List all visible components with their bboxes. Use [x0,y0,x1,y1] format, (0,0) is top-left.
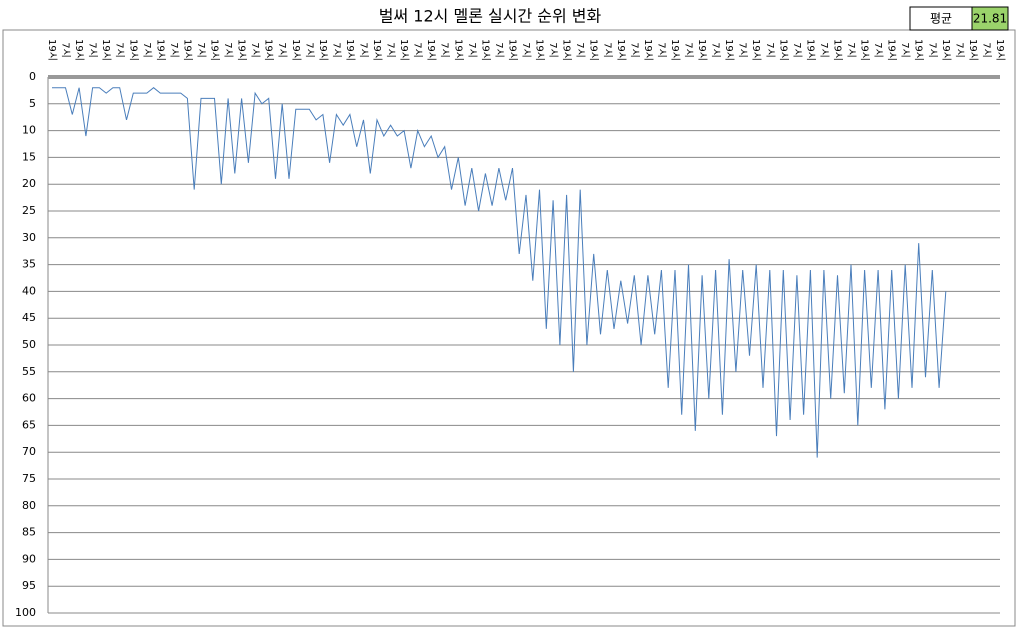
series-line [52,87,947,458]
x-tick-label: 19시 [994,39,1006,61]
x-tick-label: 7시 [845,42,857,58]
x-tick-label: 7시 [439,42,451,58]
x-tick-label: 19시 [290,39,302,61]
y-tick-label: 40 [22,284,36,297]
y-tick-label: 80 [22,499,36,512]
x-tick-label: 19시 [73,39,85,61]
x-tick-label: 19시 [588,39,600,61]
x-tick-label: 19시 [317,39,329,61]
x-tick-label: 19시 [561,39,573,61]
x-tick-label: 7시 [926,42,938,58]
x-tick-label: 7시 [60,42,72,58]
x-tick-label: 19시 [777,39,789,61]
y-tick-label: 90 [22,552,36,565]
x-tick-label: 19시 [100,39,112,61]
x-tick-label: 7시 [899,42,911,58]
x-tick-label: 7시 [520,42,532,58]
x-tick-label: 7시 [601,42,613,58]
x-tick-label: 7시 [276,42,288,58]
x-tick-label: 19시 [263,39,275,61]
x-tick-label: 7시 [683,42,695,58]
y-tick-label: 75 [22,472,36,485]
x-tick-label: 19시 [859,39,871,61]
y-tick-label: 5 [29,97,36,110]
x-tick-label: 7시 [466,42,478,58]
y-tick-label: 35 [22,258,36,271]
chart-title: 벌써 12시 멜론 실시간 순위 변화 [379,7,602,26]
x-tick-label: 7시 [818,42,830,58]
x-tick-label: 19시 [534,39,546,61]
x-tick-label: 19시 [398,39,410,61]
y-tick-label: 45 [22,311,36,324]
x-tick-label: 7시 [953,42,965,58]
average-value: 21.81 [973,12,1007,26]
x-tick-label: 7시 [872,42,884,58]
x-tick-label: 7시 [330,42,342,58]
x-tick-label: 19시 [831,39,843,61]
y-tick-label: 65 [22,418,36,431]
x-tick-label: 19시 [425,39,437,61]
x-tick-label: 7시 [791,42,803,58]
y-tick-label: 85 [22,526,36,539]
x-tick-label: 7시 [980,42,992,58]
x-tick-label: 19시 [46,39,58,61]
x-tick-label: 7시 [710,42,722,58]
x-tick-label: 7시 [574,42,586,58]
x-tick-label: 7시 [87,42,99,58]
y-tick-label: 50 [22,338,36,351]
x-tick-label: 7시 [493,42,505,58]
chart-frame [2,29,1016,627]
x-tick-label: 19시 [127,39,139,61]
x-tick-label: 7시 [249,42,261,58]
x-tick-label: 19시 [506,39,518,61]
y-tick-label: 55 [22,365,36,378]
x-tick-label: 19시 [344,39,356,61]
x-tick-label: 7시 [168,42,180,58]
average-label: 평균 [930,12,952,26]
y-tick-label: 25 [22,204,36,217]
x-tick-label: 19시 [967,39,979,61]
x-tick-label: 19시 [209,39,221,61]
x-tick-label: 19시 [371,39,383,61]
x-tick-label: 19시 [696,39,708,61]
x-tick-label: 19시 [452,39,464,61]
x-tick-label: 7시 [114,42,126,58]
x-tick-label: 19시 [669,39,681,61]
x-tick-label: 19시 [615,39,627,61]
y-tick-label: 95 [22,579,36,592]
x-tick-label: 7시 [412,42,424,58]
x-tick-label: 7시 [357,42,369,58]
x-tick-label: 19시 [723,39,735,61]
x-tick-label: 7시 [222,42,234,58]
x-tick-label: 19시 [913,39,925,61]
x-tick-label: 7시 [628,42,640,58]
x-tick-label: 19시 [642,39,654,61]
y-tick-label: 0 [29,70,36,83]
x-tick-label: 7시 [385,42,397,58]
x-tick-label: 19시 [236,39,248,61]
y-tick-label: 15 [22,150,36,163]
x-tick-label: 7시 [547,42,559,58]
x-tick-label: 19시 [181,39,193,61]
y-tick-label: 30 [22,231,36,244]
x-tick-label: 19시 [886,39,898,61]
x-tick-label: 19시 [750,39,762,61]
x-tick-label: 7시 [764,42,776,58]
y-tick-label: 10 [22,124,36,137]
y-tick-label: 20 [22,177,36,190]
y-tick-label: 100 [15,606,36,619]
y-tick-label: 70 [22,445,36,458]
x-tick-label: 7시 [195,42,207,58]
x-tick-label: 7시 [303,42,315,58]
x-tick-label: 7시 [655,42,667,58]
x-tick-label: 7시 [141,42,153,58]
average-value-box [971,6,1009,31]
x-tick-label: 19시 [804,39,816,61]
y-tick-label: 60 [22,392,36,405]
x-tick-label: 19시 [940,39,952,61]
x-tick-label: 19시 [154,39,166,61]
x-tick-label: 7시 [737,42,749,58]
x-tick-label: 19시 [479,39,491,61]
